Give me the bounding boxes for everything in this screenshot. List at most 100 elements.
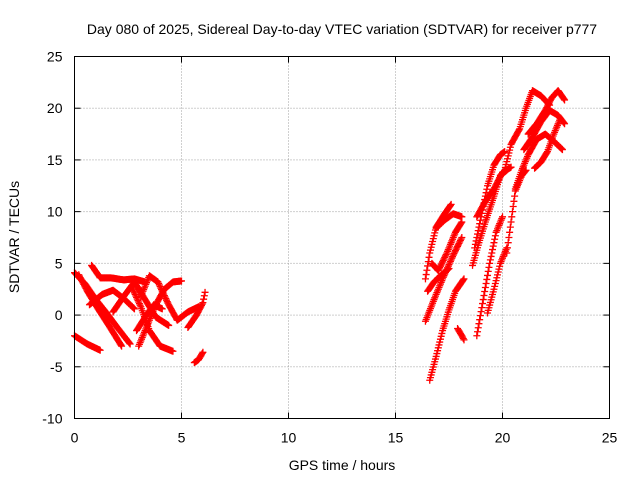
data-point [475,320,483,328]
data-point [509,202,517,210]
data-point [473,234,481,241]
x-tick-label: 15 [388,430,404,446]
data-point [424,262,432,270]
data-point [459,335,467,343]
data-point [474,328,482,336]
data-point [125,339,133,347]
data-point [155,281,163,289]
data-point [423,266,431,274]
data-point [506,223,514,231]
data-point [96,346,104,354]
data-arc [428,218,466,275]
data-point [200,292,208,300]
data-point [155,279,163,287]
data-point [133,293,141,301]
data-point [445,265,453,273]
data-point [478,304,486,312]
data-point [484,267,492,275]
data-point [474,324,482,332]
data-point [486,256,494,264]
data-point [130,305,138,313]
y-axis-label: SDTVAR / TECUs [6,181,22,293]
data-point [133,295,141,303]
data-point [491,232,499,240]
data-point [489,242,497,250]
data-point [200,295,208,303]
data-point [483,185,491,193]
data-point [489,246,497,254]
data-arc [133,301,166,335]
data-point [158,305,166,313]
x-tick-label: 5 [178,430,186,446]
data-point [476,316,484,324]
data-point [447,256,455,264]
data-point [481,288,489,296]
data-point [504,239,512,247]
y-tick-label: 5 [55,255,63,271]
data-point [560,119,568,127]
data-arc [424,265,453,295]
data-point [446,257,454,265]
data-point [169,347,177,355]
data-point [561,96,569,104]
data-arc [190,348,207,367]
data-point [446,259,454,267]
chart-title: Day 080 of 2025, Sidereal Day-to-day VTE… [87,21,597,37]
data-arc [85,286,138,313]
data-point [130,304,138,312]
data-point [198,300,206,308]
data-point [458,234,466,241]
data-point [471,240,479,248]
data-point [476,216,484,224]
data-point [505,234,513,241]
data-point [459,276,467,284]
data-point [422,271,430,279]
data-point [160,292,168,300]
data-point [446,201,454,209]
data-point [460,275,468,283]
x-axis-label: GPS time / hours [289,457,396,473]
data-point [118,342,126,350]
data-point [158,287,166,295]
y-tick-label: 15 [47,152,63,168]
x-tick-label: 25 [602,430,618,446]
data-point [499,213,506,221]
data-point [561,120,569,128]
data-point [560,95,568,103]
data-point [543,149,551,157]
data-point [131,290,139,298]
data-point [471,244,479,252]
data-point [474,227,482,235]
x-tick-label: 0 [71,430,79,446]
data-arc [137,272,203,324]
data-point [158,286,166,294]
data-arc [473,213,506,340]
data-point [477,308,485,316]
data-arc [473,163,515,221]
data-point [163,298,171,306]
data-point [129,303,137,311]
y-tick-label: -5 [50,359,63,375]
data-point [479,296,487,304]
data-arc [484,244,511,317]
y-tick-label: 25 [47,49,63,65]
data-point [457,219,465,227]
data-point [490,239,498,247]
data-point [421,275,429,283]
data-point [487,252,495,260]
y-tick-label: 0 [55,307,63,323]
data-point [201,288,209,296]
data-point [488,249,496,257]
data-point [510,197,518,205]
data-point [480,292,488,300]
data-point [163,296,171,304]
data-point [457,235,465,243]
data-point [515,126,523,134]
data-point [449,253,457,261]
data-point [129,286,137,294]
y-tick-label: -10 [42,411,62,427]
data-point [475,223,483,231]
data-point [160,290,168,298]
